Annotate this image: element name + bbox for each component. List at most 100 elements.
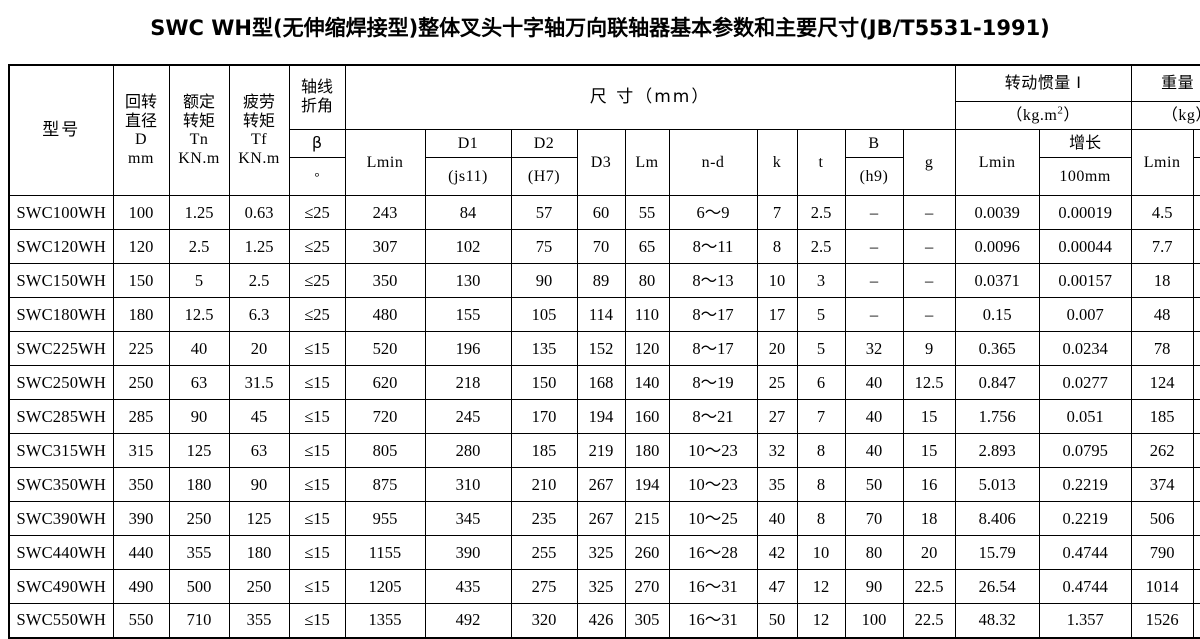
cell-Tn: 710 (168, 603, 230, 639)
cell-t: 7 (796, 399, 846, 435)
cell-nd: 10～25 (668, 501, 758, 537)
header-inertia-lmin: Lmin (954, 128, 1040, 197)
cell-G_growth: 6.3 (1192, 399, 1200, 435)
cell-I_Lmin: 2.893 (954, 433, 1040, 469)
cell-Lm: 65 (624, 229, 670, 265)
cell-D: 315 (112, 433, 170, 469)
cell-beta: ≤15 (288, 535, 346, 571)
header-inertia-growth-unit: 100mm (1038, 156, 1132, 197)
cell-k: 40 (756, 501, 798, 537)
cell-Tn: 125 (168, 433, 230, 469)
cell-I_growth: 0.4744 (1038, 535, 1132, 571)
cell-nd: 8～11 (668, 229, 758, 265)
header-nd-label: n-d (701, 153, 725, 171)
cell-Lmin: 955 (344, 501, 426, 537)
cell-G_Lmin: 790 (1130, 535, 1194, 571)
cell-D2: 105 (510, 297, 578, 333)
cell-Tn: 250 (168, 501, 230, 537)
header-g: g (902, 128, 956, 197)
cell-D3: 168 (576, 365, 626, 401)
cell-D1: 102 (424, 229, 512, 265)
cell-D1: 492 (424, 603, 512, 639)
cell-g: 9 (902, 331, 956, 367)
header-row-3: β Lmin D1 D2 D3 Lm (9, 128, 1200, 197)
cell-k: 32 (756, 433, 798, 469)
header-rot-dia-l4: mm (128, 149, 154, 167)
cell-t: 2.5 (796, 195, 846, 231)
cell-beta: ≤15 (288, 501, 346, 537)
cell-G_Lmin: 78 (1130, 331, 1194, 367)
header-d3: D3 (576, 128, 626, 197)
cell-t: 5 (796, 297, 846, 333)
header-d2-label: D2 (533, 134, 555, 152)
table-row: SWC490WH 490 500 250 ≤15 1205 435 275 325 270 16～3… (8, 569, 1200, 605)
page-title: SWC WH型(无伸缩焊接型)整体叉头十字轴万向联轴器基本参数和主要尺寸(JB/… (150, 16, 1050, 40)
cell-I_Lmin: 26.54 (954, 569, 1040, 605)
cell-Lmin: 875 (344, 467, 426, 503)
cell-model: SWC350WH (8, 467, 114, 503)
cell-model: SWC390WH (8, 501, 114, 537)
cell-Lmin: 1205 (344, 569, 426, 605)
cell-Tf: 0.63 (228, 195, 290, 231)
header-lm: Lm (624, 128, 670, 197)
header-b-tolerance: (h9) (844, 156, 904, 197)
cell-D3: 89 (576, 263, 626, 299)
cell-G_growth: 5.3 (1192, 365, 1200, 401)
header-degree-symbol: ° (314, 169, 320, 185)
cell-beta: ≤15 (288, 365, 346, 401)
cell-beta: ≤15 (288, 331, 346, 367)
cell-G_Lmin: 506 (1130, 501, 1194, 537)
cell-Lmin: 350 (344, 263, 426, 299)
cell-D: 490 (112, 569, 170, 605)
cell-D: 150 (112, 263, 170, 299)
cell-Tf: 31.5 (228, 365, 290, 401)
table-row: SWC150WH 150 5 2.5 ≤25 350 130 90 89 80 8～13 10 3– –0… (8, 263, 1200, 299)
cell-I_Lmin: 0.0039 (954, 195, 1040, 231)
cell-Tn: 180 (168, 467, 230, 503)
cell-Tn: 63 (168, 365, 230, 401)
cell-I_growth: 0.007 (1038, 297, 1132, 333)
cell-model: SWC440WH (8, 535, 114, 571)
cell-B: – (844, 195, 904, 231)
cell-nd: 8～17 (668, 331, 758, 367)
table-body: SWC100WH 100 1.25 0.63 ≤25 243 84 57 60 55 6～9 7 2.5… (8, 195, 1200, 639)
cell-D: 100 (112, 195, 170, 231)
cell-D3: 219 (576, 433, 626, 469)
cell-nd: 16～31 (668, 603, 758, 639)
header-d1-tolerance: (js11) (424, 156, 512, 197)
table-row: SWC120WH 120 2.5 1.25 ≤25 307 102 75 70 65 8～11 8 2.… (8, 229, 1200, 265)
table-row: SWC225WH 225 40 20 ≤15 520 196 135 152 120 8～17 20 5… (8, 331, 1200, 367)
header-lm-label: Lm (635, 153, 659, 171)
cell-D3: 70 (576, 229, 626, 265)
cell-k: 42 (756, 535, 798, 571)
cell-I_growth: 0.4744 (1038, 569, 1132, 605)
cell-D: 350 (112, 467, 170, 503)
header-beta-symbol-cell: β (288, 128, 346, 158)
cell-Lmin: 1155 (344, 535, 426, 571)
cell-B: 100 (844, 603, 904, 639)
header-model-label: 型号 (42, 120, 81, 141)
header-weight-unit-cell: （kg） (1130, 100, 1200, 130)
cell-G_growth: 21.7 (1192, 535, 1200, 571)
cell-t: 10 (796, 535, 846, 571)
header-k: k (756, 128, 798, 197)
cell-G_growth: 15 (1192, 467, 1200, 503)
cell-G_Lmin: 7.7 (1130, 229, 1194, 265)
cell-B: – (844, 263, 904, 299)
cell-Tn: 12.5 (168, 297, 230, 333)
table-row: SWC180WH 180 12.5 6.3 ≤25 480 155 105 114 110 8～17… (8, 297, 1200, 333)
cell-B: 70 (844, 501, 904, 537)
cell-I_Lmin: 0.0371 (954, 263, 1040, 299)
cell-I_Lmin: 0.847 (954, 365, 1040, 401)
cell-Tf: 45 (228, 399, 290, 435)
header-weight-growth: 增长 (1192, 128, 1200, 158)
cell-D3: 60 (576, 195, 626, 231)
header-weight-growth-unit: 100 mm (1192, 156, 1200, 197)
cell-model: SWC225WH (8, 331, 114, 367)
cell-I_Lmin: 0.365 (954, 331, 1040, 367)
header-fatigue-torque-l2: 转矩 (242, 110, 275, 130)
cell-B: – (844, 229, 904, 265)
cell-Tf: 250 (228, 569, 290, 605)
cell-D1: 390 (424, 535, 512, 571)
cell-k: 7 (756, 195, 798, 231)
